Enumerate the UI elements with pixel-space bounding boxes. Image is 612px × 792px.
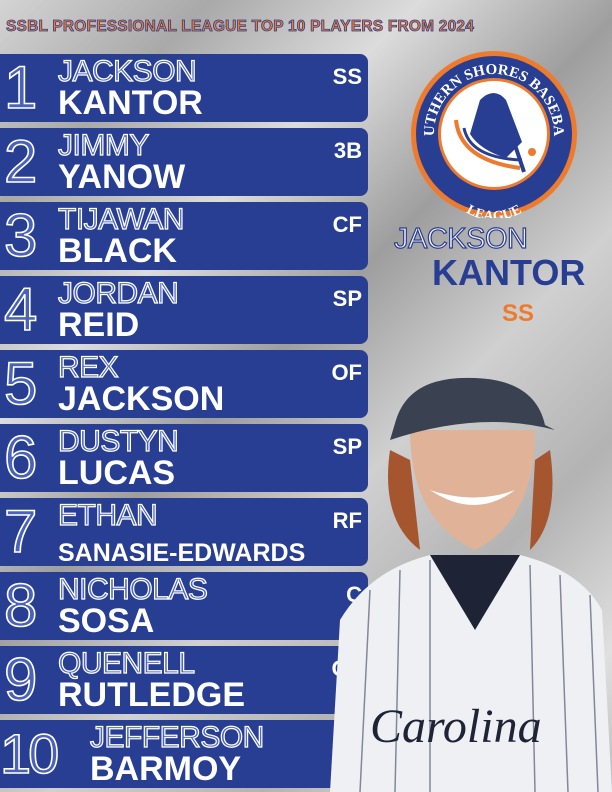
player-first-name: JORDAN	[57, 277, 179, 310]
featured-position: SS	[502, 300, 535, 327]
featured-last-name: KANTOR	[432, 252, 586, 293]
player-last-name: RUTLEDGE	[58, 676, 245, 714]
player-first-name: JACKSON	[57, 55, 197, 88]
featured-first-name: JACKSON	[393, 222, 528, 255]
player-first-name: NICHOLAS	[57, 573, 208, 606]
player-position: SP	[332, 286, 362, 311]
player-last-name: LUCAS	[58, 454, 176, 492]
player-row: 9 QUENELL RUTLEDGE OF	[0, 646, 368, 714]
player-first-name: JIMMY	[57, 129, 150, 162]
player-last-name: JACKSON	[58, 380, 225, 418]
player-row: 5 REX JACKSON OF	[0, 350, 368, 418]
player-row: 4 JORDAN REID SP	[0, 276, 368, 344]
player-last-name: SANASIE-EDWARDS	[58, 539, 306, 567]
player-rank: 9	[3, 646, 38, 713]
player-rank: 1	[3, 54, 38, 121]
league-logo: SOUTHERN SHORES BASEBALL LEAGUE	[410, 50, 577, 218]
player-last-name: YANOW	[58, 158, 186, 196]
player-row: 7 ETHAN SANASIE-EDWARDS RF	[0, 498, 368, 567]
player-last-name: BARMOY	[90, 750, 242, 788]
player-rank: 10	[0, 721, 60, 786]
player-first-name: DUSTYN	[57, 425, 179, 458]
player-position: CF	[332, 212, 362, 237]
player-position: RF	[332, 508, 362, 533]
player-position: OF	[331, 360, 362, 385]
batter-icon	[470, 93, 522, 158]
player-photo: Carolina	[330, 377, 612, 792]
player-first-name: JEFFERSON	[89, 721, 265, 754]
player-first-name: QUENELL	[57, 647, 195, 680]
player-rank: 6	[3, 424, 38, 491]
player-row: 1 JACKSON KANTOR SS	[0, 54, 368, 122]
player-last-name: BLACK	[58, 232, 177, 270]
player-row: 3 TIJAWAN BLACK CF	[0, 202, 368, 270]
player-row: 8 NICHOLAS SOSA C	[0, 572, 368, 640]
player-rank: 7	[3, 498, 38, 565]
jersey-text: Carolina	[370, 700, 542, 753]
player-position: SS	[332, 64, 362, 89]
player-rank: 3	[3, 202, 38, 269]
player-first-name: TIJAWAN	[57, 203, 185, 236]
player-row: 2 JIMMY YANOW 3B	[0, 128, 368, 196]
player-row: 10 JEFFERSON BARMOY SP	[0, 720, 368, 788]
player-last-name: REID	[58, 306, 140, 344]
player-last-name: SOSA	[58, 602, 155, 640]
player-rank: 4	[3, 276, 38, 343]
player-row: 6 DUSTYN LUCAS SP	[0, 424, 368, 492]
poster-title: SSBL PROFESSIONAL LEAGUE TOP 10 PLAYERS …	[6, 18, 475, 36]
player-first-name: REX	[57, 351, 119, 384]
player-rank: 2	[3, 128, 38, 195]
player-first-name: ETHAN	[57, 499, 158, 532]
player-rank: 8	[3, 572, 38, 639]
player-position: 3B	[333, 138, 362, 163]
player-last-name: KANTOR	[58, 84, 203, 122]
player-position: SP	[332, 434, 362, 459]
player-rank: 5	[3, 350, 38, 417]
